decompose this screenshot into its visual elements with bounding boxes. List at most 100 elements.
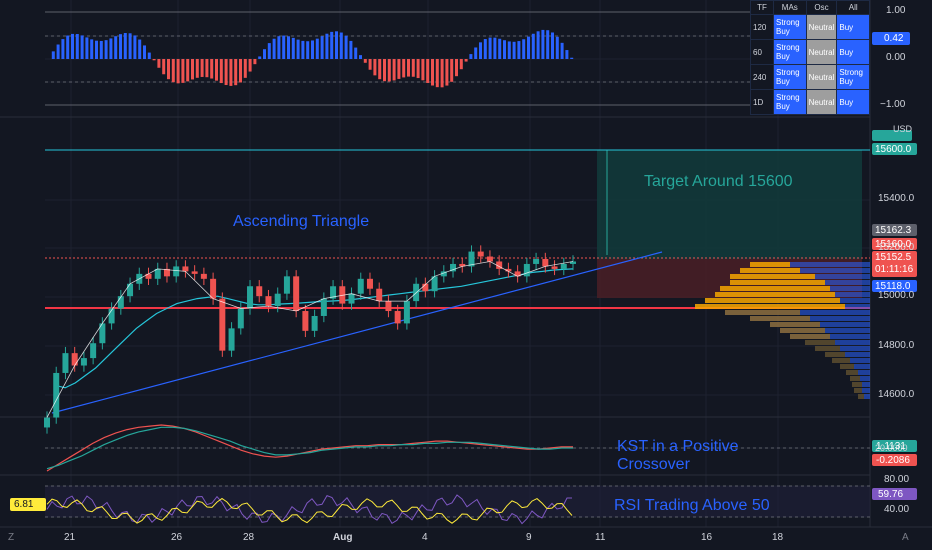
triangle-trendline — [51, 251, 663, 414]
candle — [311, 315, 318, 331]
price-tags — [10, 32, 917, 511]
volume-bar — [730, 280, 825, 285]
candle — [71, 353, 78, 366]
currency-label[interactable]: USD — [893, 124, 913, 134]
osc-bar — [267, 43, 271, 59]
cell-all: Buy — [836, 14, 870, 40]
osc-bar — [392, 59, 396, 81]
candle — [422, 283, 429, 292]
candle — [440, 271, 447, 277]
osc-bar — [61, 39, 65, 59]
osc-bar — [464, 59, 468, 62]
candle — [560, 263, 567, 269]
osc-bar — [536, 31, 540, 59]
osc-bar — [421, 59, 425, 81]
panel-separators — [0, 0, 932, 528]
volume-bar — [845, 304, 870, 309]
annotation-target[interactable]: Target Around 15600 — [644, 173, 793, 190]
osc-bar — [114, 36, 118, 59]
candle — [117, 296, 124, 309]
rsi-tick-label: 80.00 — [884, 474, 910, 485]
osc-bar — [291, 37, 295, 59]
osc-bar — [243, 59, 247, 78]
osc-bar — [224, 59, 228, 86]
candle — [348, 293, 355, 304]
volume-bar — [845, 352, 870, 357]
osc-bar — [301, 40, 305, 59]
volume-bar — [815, 346, 840, 351]
volume-bar — [740, 268, 800, 273]
candle — [99, 323, 106, 344]
x-tick-label: 16 — [701, 532, 713, 543]
kst-line — [46, 424, 573, 472]
osc-bar — [354, 47, 358, 59]
x-tick-label: 28 — [243, 532, 255, 543]
cell-all: Buy — [836, 89, 870, 115]
cell-tf: 1D — [750, 89, 774, 115]
volume-bar — [770, 322, 820, 327]
osc-bar — [560, 42, 564, 59]
cell-mas: Strong Buy — [773, 64, 807, 90]
candle — [385, 301, 392, 312]
auto-scale-icon[interactable]: A — [902, 532, 909, 543]
volume-bar — [840, 364, 854, 369]
volume-bar — [730, 274, 815, 279]
osc-bar — [363, 59, 367, 63]
candle — [53, 372, 60, 418]
price-tag: 15118.0 — [875, 281, 911, 292]
volume-bar — [800, 310, 870, 315]
osc-current-value: 0.42 — [884, 33, 904, 44]
annotation-rsi[interactable]: RSI Trading Above 50 — [614, 497, 770, 514]
osc-bar — [248, 59, 252, 72]
x-tick-label: 26 — [171, 532, 183, 543]
osc-bar — [138, 39, 142, 59]
candle — [256, 286, 263, 297]
volume-bar — [850, 358, 870, 363]
cell-osc: Neutral — [805, 89, 838, 115]
x-tick-label: 11 — [595, 532, 606, 543]
candle — [330, 286, 337, 299]
x-tick-label: 4 — [422, 532, 428, 543]
candle — [210, 278, 217, 299]
osc-bar — [162, 59, 166, 75]
x-tick-label: 18 — [772, 532, 784, 543]
table-row: 120 Strong Buy Neutral Buy — [750, 14, 870, 40]
cell-osc: Neutral — [805, 39, 838, 65]
candle — [237, 308, 244, 329]
candle — [459, 263, 466, 267]
osc-bar — [80, 35, 84, 59]
candle — [283, 276, 290, 294]
rsi-smoothing-line — [46, 497, 573, 524]
candle — [90, 343, 97, 359]
volume-bar — [862, 388, 870, 393]
osc-bar — [234, 59, 238, 86]
volume-bar — [705, 298, 840, 303]
candle — [228, 328, 235, 351]
candle — [486, 256, 493, 262]
osc-bar — [565, 50, 569, 59]
annotation-ascending-triangle[interactable]: Ascending Triangle — [233, 213, 370, 230]
osc-bar — [426, 59, 430, 83]
osc-bar — [411, 59, 415, 77]
volume-bar — [825, 280, 870, 285]
annotation-kst[interactable]: KST in a Positive Crossover — [617, 438, 739, 473]
osc-bar — [531, 33, 535, 59]
volume-bar — [860, 376, 870, 381]
volume-bar — [852, 382, 862, 387]
target-price-tag: 15600.0 — [875, 144, 912, 155]
osc-bar — [435, 59, 439, 88]
osc-bar — [527, 36, 530, 59]
osc-bar — [407, 59, 410, 77]
timezone-icon[interactable]: Z — [8, 532, 15, 543]
kst-signal-value: -0.2086 — [876, 455, 910, 466]
osc-bar — [119, 34, 122, 59]
osc-bar — [51, 51, 55, 59]
osc-bar — [181, 59, 185, 83]
volume-bar — [825, 352, 845, 357]
candle — [265, 296, 272, 307]
price-tag: 15162.3 — [875, 225, 912, 236]
candle — [339, 286, 346, 304]
candle — [394, 311, 401, 324]
volume-bar — [850, 376, 860, 381]
